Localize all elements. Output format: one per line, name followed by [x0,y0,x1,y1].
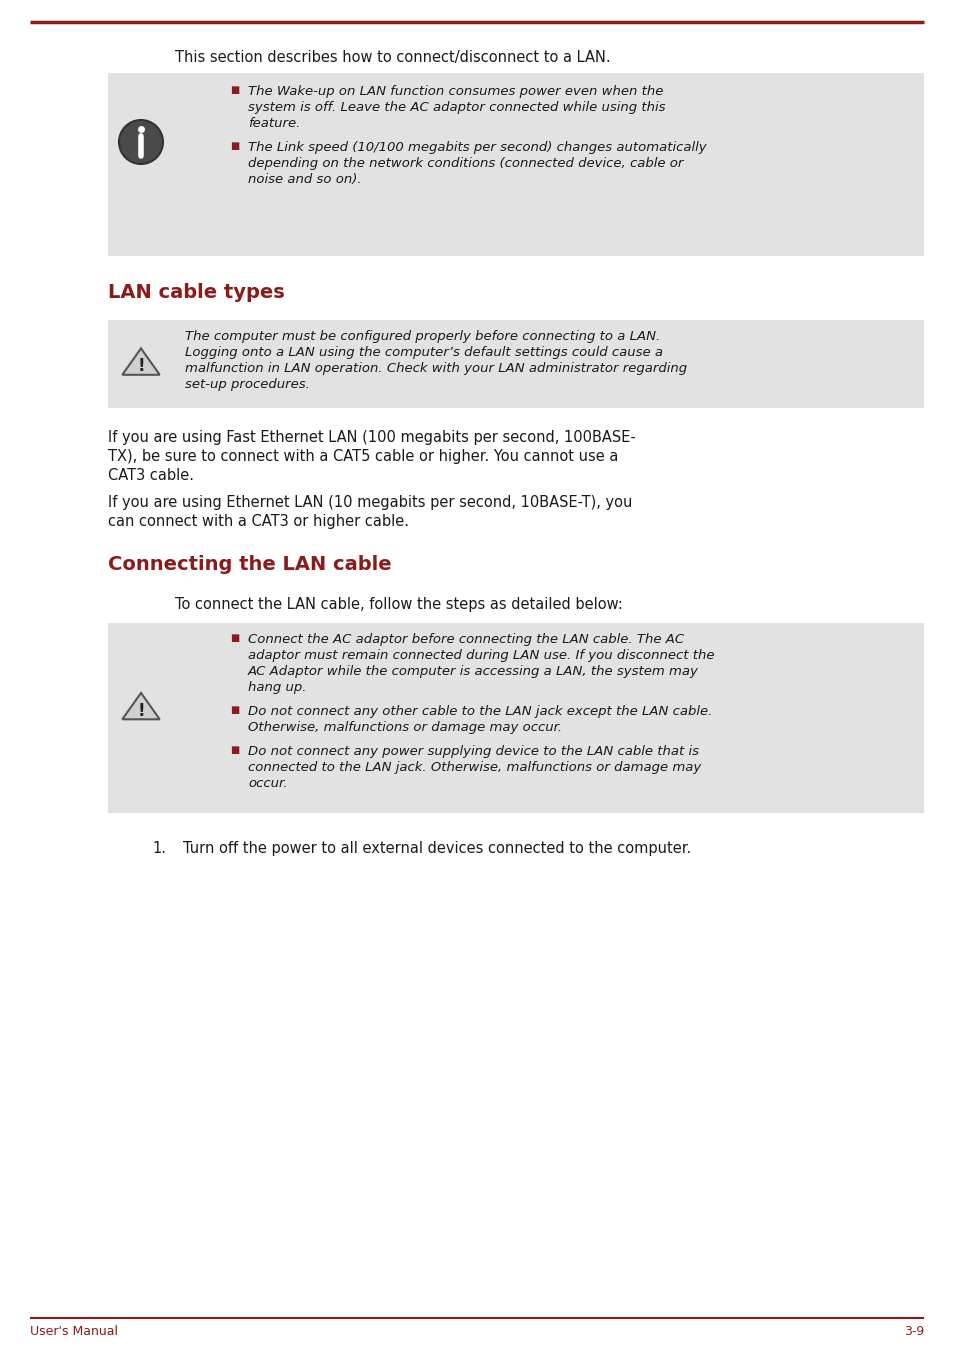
Text: hang up.: hang up. [248,681,306,694]
Text: Logging onto a LAN using the computer’s default settings could cause a: Logging onto a LAN using the computer’s … [185,346,662,359]
Text: ■: ■ [230,85,239,95]
Text: occur.: occur. [248,777,287,790]
Text: ■: ■ [230,633,239,643]
Text: Do not connect any other cable to the LAN jack except the LAN cable.: Do not connect any other cable to the LA… [248,705,712,718]
Text: connected to the LAN jack. Otherwise, malfunctions or damage may: connected to the LAN jack. Otherwise, ma… [248,761,700,773]
Text: 3-9: 3-9 [902,1325,923,1338]
Text: To connect the LAN cable, follow the steps as detailed below:: To connect the LAN cable, follow the ste… [174,597,622,612]
Text: Otherwise, malfunctions or damage may occur.: Otherwise, malfunctions or damage may oc… [248,721,561,734]
Text: The computer must be configured properly before connecting to a LAN.: The computer must be configured properly… [185,330,659,343]
Polygon shape [122,348,159,375]
Text: 1.: 1. [152,841,166,855]
Polygon shape [122,693,159,720]
Text: Do not connect any power supplying device to the LAN cable that is: Do not connect any power supplying devic… [248,745,699,759]
Text: set-up procedures.: set-up procedures. [185,378,310,391]
Text: The Link speed (10/100 megabits per second) changes automatically: The Link speed (10/100 megabits per seco… [248,141,706,153]
Text: LAN cable types: LAN cable types [108,282,284,303]
Text: system is off. Leave the AC adaptor connected while using this: system is off. Leave the AC adaptor conn… [248,101,665,114]
Text: CAT3 cable.: CAT3 cable. [108,468,193,483]
Text: The Wake-up on LAN function consumes power even when the: The Wake-up on LAN function consumes pow… [248,85,662,98]
Text: ■: ■ [230,141,239,151]
Text: If you are using Fast Ethernet LAN (100 megabits per second, 100BASE-: If you are using Fast Ethernet LAN (100 … [108,430,635,445]
Text: can connect with a CAT3 or higher cable.: can connect with a CAT3 or higher cable. [108,514,409,529]
Text: depending on the network conditions (connected device, cable or: depending on the network conditions (con… [248,157,682,169]
Text: noise and so on).: noise and so on). [248,174,361,186]
Text: ■: ■ [230,745,239,755]
Circle shape [119,120,163,164]
Text: feature.: feature. [248,117,300,130]
FancyBboxPatch shape [108,320,923,408]
Text: malfunction in LAN operation. Check with your LAN administrator regarding: malfunction in LAN operation. Check with… [185,362,686,375]
Text: !: ! [137,358,145,375]
Text: ■: ■ [230,705,239,716]
Text: TX), be sure to connect with a CAT5 cable or higher. You cannot use a: TX), be sure to connect with a CAT5 cabl… [108,449,618,464]
Text: This section describes how to connect/disconnect to a LAN.: This section describes how to connect/di… [174,50,610,65]
FancyBboxPatch shape [108,73,923,256]
Text: Connect the AC adaptor before connecting the LAN cable. The AC: Connect the AC adaptor before connecting… [248,633,683,646]
Text: adaptor must remain connected during LAN use. If you disconnect the: adaptor must remain connected during LAN… [248,650,714,662]
Text: Connecting the LAN cable: Connecting the LAN cable [108,555,392,574]
Text: User's Manual: User's Manual [30,1325,118,1338]
Text: If you are using Ethernet LAN (10 megabits per second, 10BASE-T), you: If you are using Ethernet LAN (10 megabi… [108,495,632,510]
FancyBboxPatch shape [108,623,923,812]
Text: AC Adaptor while the computer is accessing a LAN, the system may: AC Adaptor while the computer is accessi… [248,664,699,678]
Text: !: ! [137,702,145,720]
Text: Turn off the power to all external devices connected to the computer.: Turn off the power to all external devic… [183,841,691,855]
